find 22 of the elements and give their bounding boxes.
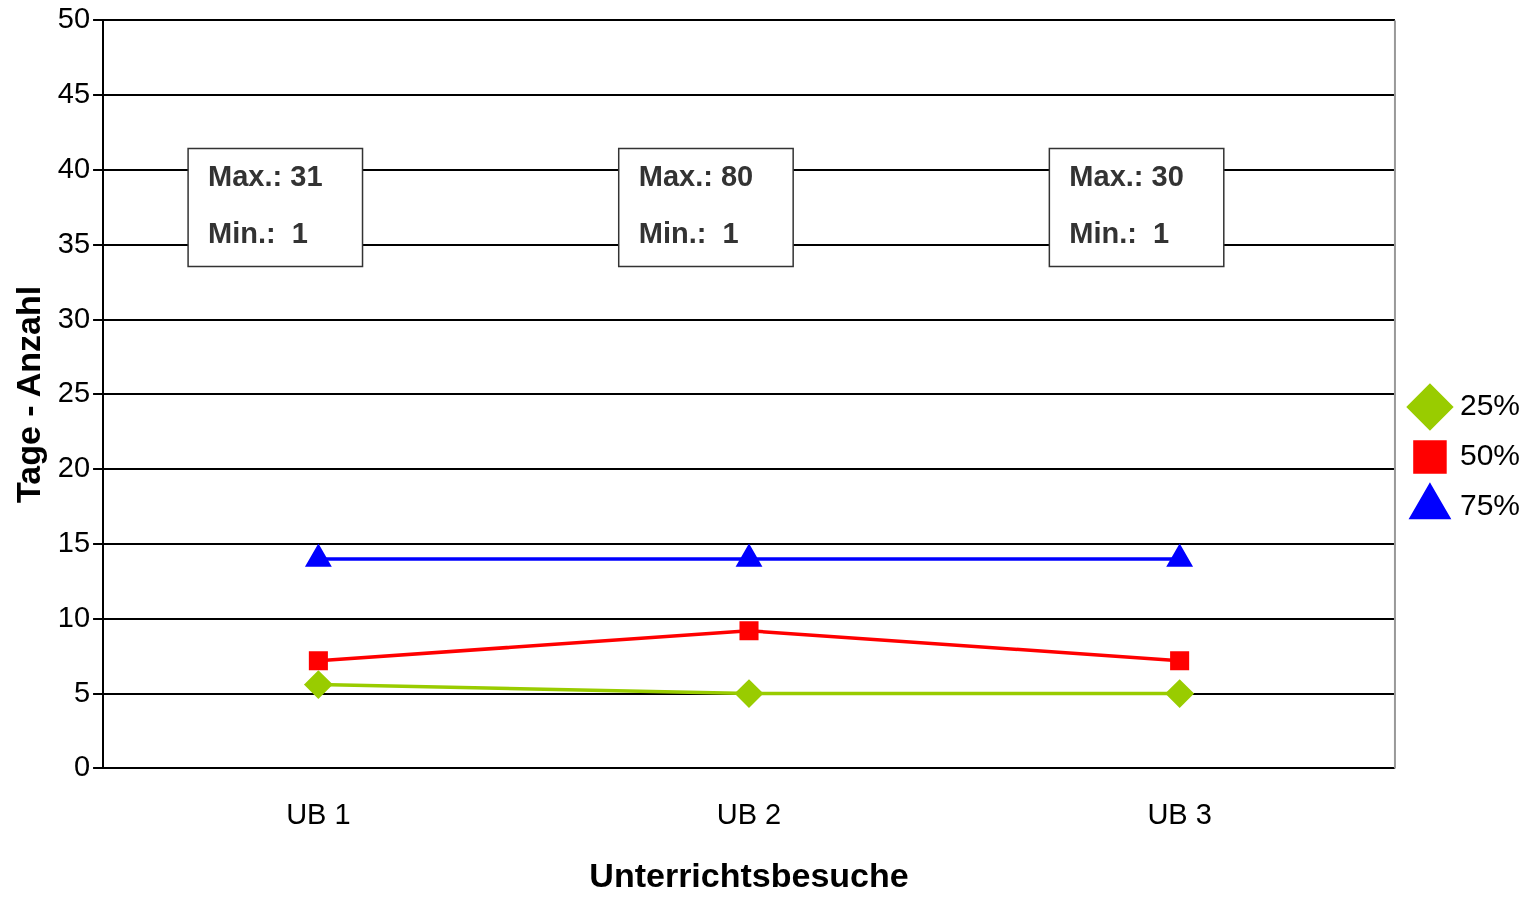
- y-tick-label: 20: [57, 451, 91, 484]
- x-tick-label: UB 3: [1147, 797, 1212, 830]
- x-tick-label: UB 1: [286, 797, 351, 830]
- legend-label: 50%: [1459, 438, 1520, 472]
- y-tick-label: 15: [57, 526, 91, 558]
- y-tick-label: 0: [73, 750, 91, 783]
- y-tick-label: 35: [57, 226, 91, 259]
- y-tick-label: 10: [57, 600, 91, 633]
- y-tick-label: 30: [57, 301, 91, 334]
- y-tick-label: 45: [57, 77, 91, 110]
- legend-label: 25%: [1459, 388, 1520, 422]
- y-tick-label: 40: [57, 152, 91, 184]
- y-tick-label: 50: [57, 2, 91, 35]
- x-axis-title: Unterrichtsbesuche: [589, 855, 909, 894]
- x-tick-label: UB 2: [716, 797, 782, 830]
- y-tick-label: 25: [57, 376, 91, 409]
- legend-label: 75%: [1459, 488, 1520, 522]
- annotation: Max.: 80 Min.: 1: [638, 160, 754, 250]
- annotation: Max.: 30 Min.: 1: [1069, 160, 1184, 250]
- annotation: Max.: 31 Min.: 1: [208, 160, 323, 250]
- y-axis-title: Tage - Anzahl: [8, 285, 47, 504]
- y-tick-label: 5: [73, 675, 91, 708]
